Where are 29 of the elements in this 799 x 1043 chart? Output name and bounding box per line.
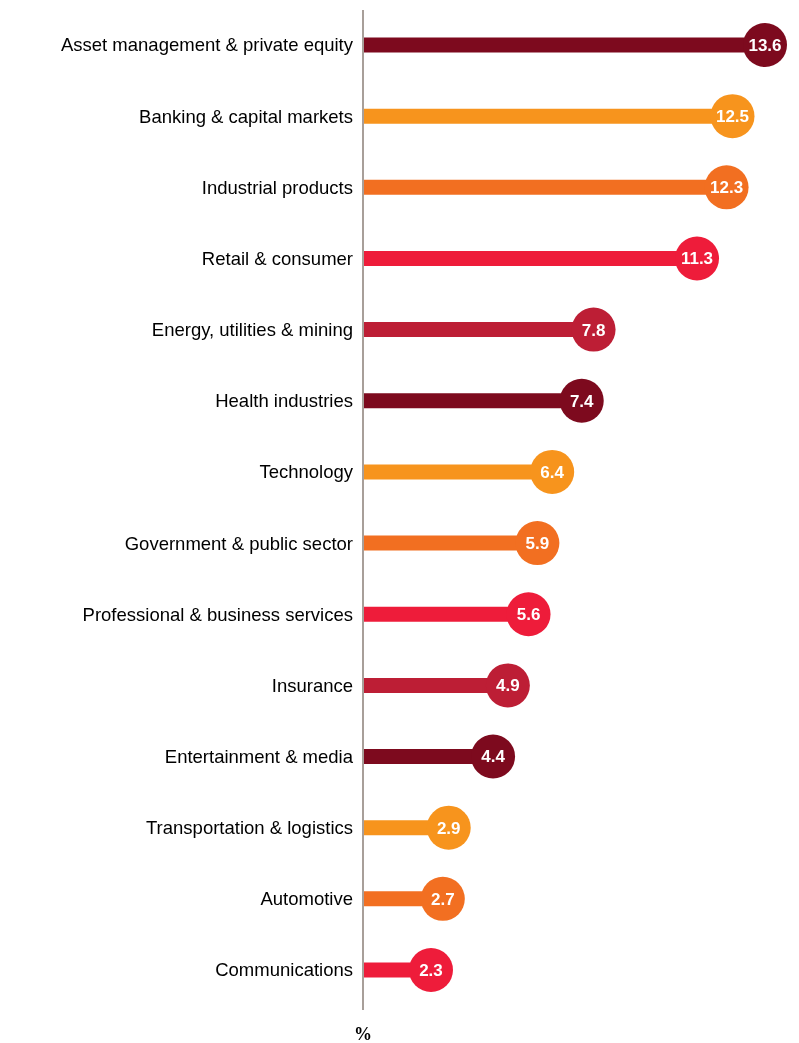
data-label: 4.4 (481, 747, 506, 767)
y-tick-label: Health industries (215, 390, 353, 412)
y-tick-label: Retail & consumer (201, 247, 353, 269)
data-label: 5.9 (525, 534, 550, 554)
data-label: 12.5 (715, 107, 750, 127)
x-axis-title: % (354, 1024, 372, 1043)
y-tick-label: Technology (259, 461, 354, 483)
data-label: 4.9 (496, 676, 520, 696)
data-label: 5.6 (516, 605, 541, 625)
data-label: 2.3 (419, 960, 443, 980)
data-label: 7.8 (581, 320, 606, 340)
y-tick-label: Entertainment & media (164, 746, 354, 768)
y-tick-label: Energy, utilities & mining (151, 319, 353, 341)
y-tick-label: Government & public sector (124, 532, 353, 554)
y-tick-label: Banking & capital markets (139, 105, 353, 127)
data-label: 7.4 (569, 391, 595, 411)
data-label: 12.3 (710, 178, 744, 198)
y-tick-label: Automotive (260, 888, 353, 910)
y-tick-label: Professional & business services (82, 603, 353, 625)
y-tick-label: Insurance (271, 674, 353, 696)
y-tick-label: Transportation & logistics (145, 817, 353, 839)
data-label: 13.6 (748, 35, 782, 55)
data-label: 11.3 (680, 249, 714, 269)
data-label: 2.9 (436, 818, 461, 838)
y-tick-label: Communications (215, 959, 353, 981)
data-label: 6.4 (540, 462, 565, 482)
y-tick-label: Asset management & private equity (60, 34, 354, 56)
data-label: 2.7 (430, 889, 455, 909)
y-tick-label: Industrial products (201, 176, 353, 198)
